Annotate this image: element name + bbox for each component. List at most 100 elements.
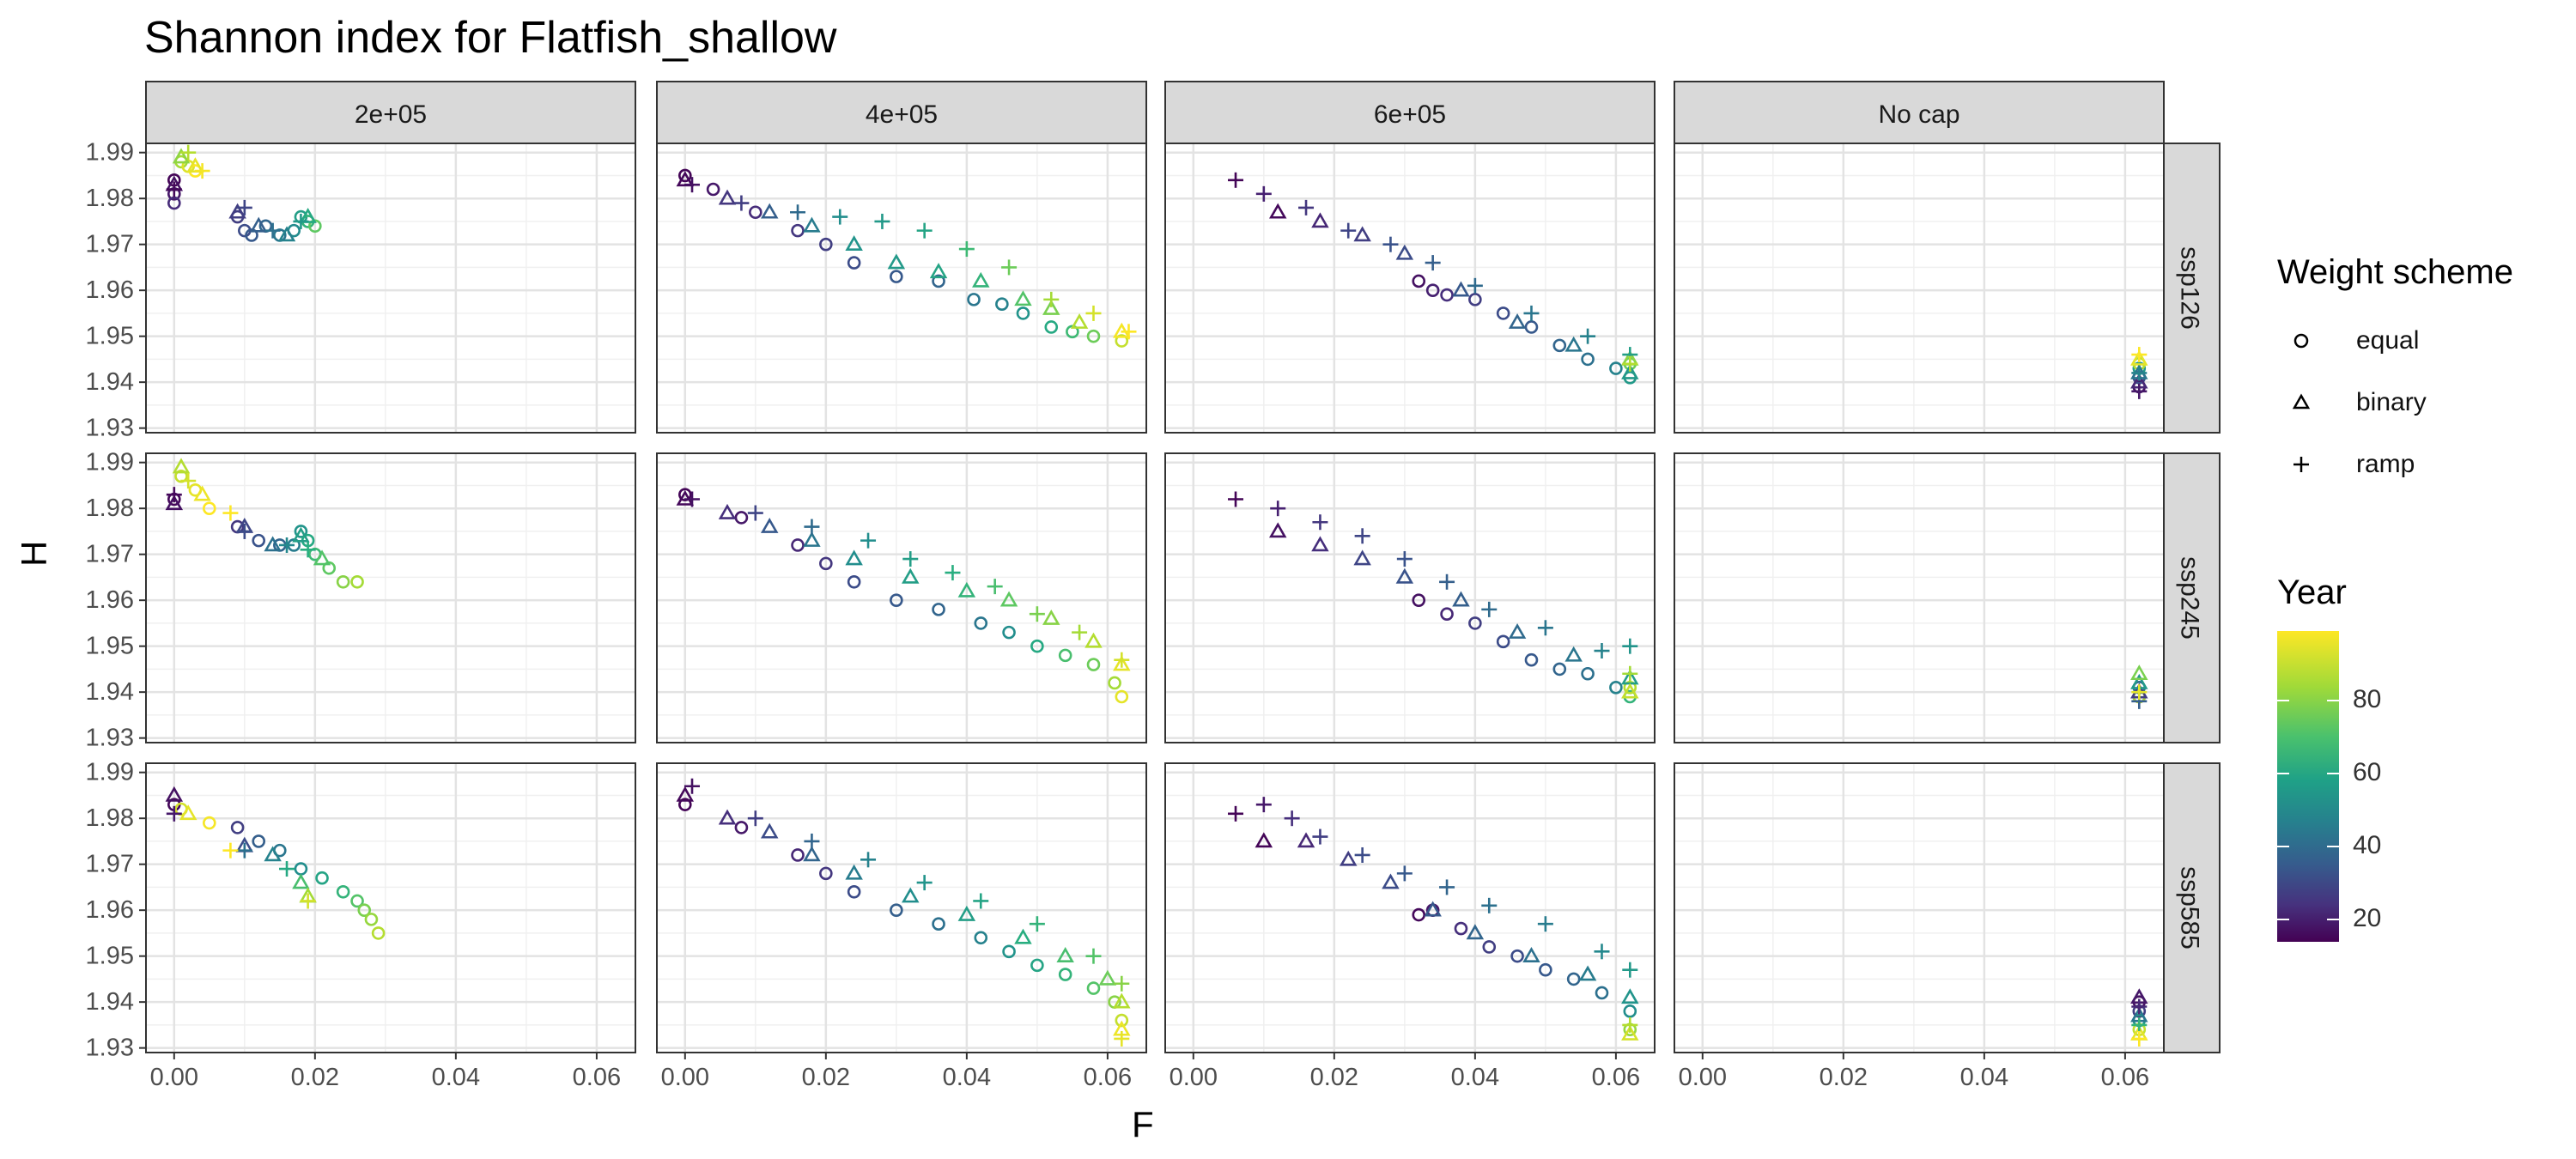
- data-point-equal: [336, 884, 350, 899]
- data-point-ramp: [804, 519, 820, 535]
- data-point-binary: [718, 809, 737, 825]
- data-point-binary: [165, 786, 184, 802]
- data-point-equal: [315, 871, 329, 885]
- data-point-ramp: [747, 810, 763, 827]
- panel-border: [1164, 143, 1656, 434]
- data-point-ramp: [874, 213, 890, 229]
- colorbar-tick-mark: [2277, 773, 2289, 775]
- data-point-equal: [1496, 634, 1510, 649]
- x-tick-label: 0.02: [802, 1064, 850, 1091]
- data-point-ramp: [1580, 328, 1596, 344]
- data-point-ramp: [236, 199, 252, 215]
- data-point-equal: [995, 297, 1009, 312]
- colorbar-tick-mark: [2327, 773, 2339, 775]
- y-tick-label: 1.98: [86, 185, 134, 212]
- y-tick-label: 1.98: [86, 804, 134, 832]
- x-tick-label: 0.04: [943, 1064, 991, 1091]
- panel-border: [1164, 452, 1656, 743]
- data-point-ramp: [1114, 652, 1130, 668]
- data-point-binary: [1452, 281, 1470, 297]
- data-point-equal: [1440, 607, 1454, 622]
- colorbar-tick-mark: [2277, 699, 2289, 701]
- data-point-equal: [1623, 1004, 1637, 1018]
- data-point-binary: [803, 531, 821, 547]
- data-point-binary: [228, 203, 246, 219]
- x-tick-label: 0.06: [1084, 1064, 1132, 1091]
- data-point-equal: [1524, 652, 1539, 667]
- colorbar-tick-label: 80: [2353, 684, 2382, 713]
- legend-item-equal: equal: [2356, 326, 2420, 355]
- x-tick-label: 0.06: [573, 1064, 621, 1091]
- panel-border: [145, 762, 636, 1053]
- data-point-equal: [847, 884, 861, 899]
- data-point-ramp: [1029, 606, 1045, 622]
- data-point-ramp: [1622, 1016, 1638, 1033]
- data-point-binary: [1621, 988, 1639, 1004]
- y-tick-label: 1.96: [86, 586, 134, 614]
- data-point-binary: [1311, 536, 1329, 552]
- panel-border: [656, 143, 1147, 434]
- data-point-ramp: [1425, 255, 1441, 271]
- data-point-ramp: [2131, 347, 2148, 363]
- data-point-equal: [734, 821, 749, 834]
- data-point-ramp: [1594, 643, 1610, 659]
- data-point-binary: [1268, 203, 1287, 219]
- panel-background: [1165, 453, 1655, 743]
- data-point-ramp: [1085, 948, 1102, 964]
- data-point-binary: [1042, 609, 1060, 625]
- panel-background: [657, 143, 1146, 433]
- panel-border: [145, 452, 636, 743]
- data-point-equal: [1016, 306, 1030, 320]
- data-point-equal: [967, 293, 981, 306]
- panel-background: [146, 763, 635, 1053]
- x-tick-label: 0.00: [1679, 1064, 1727, 1091]
- data-point-equal: [371, 926, 386, 940]
- data-point-ramp: [2131, 998, 2148, 1015]
- data-point-binary: [676, 786, 695, 802]
- data-point-ramp: [300, 893, 316, 909]
- data-point-ramp: [1072, 624, 1088, 640]
- shape-legend-keys: [2292, 333, 2311, 472]
- data-point-ramp: [1228, 805, 1244, 822]
- data-point-binary: [1353, 549, 1371, 566]
- data-point-ramp: [684, 491, 701, 507]
- data-point-binary: [957, 581, 976, 598]
- data-point-equal: [791, 848, 805, 862]
- data-point-binary: [1353, 226, 1371, 242]
- x-tick-label: 0.04: [1960, 1064, 2008, 1091]
- data-point-binary: [165, 495, 184, 511]
- y-tick-label: 1.97: [86, 231, 134, 258]
- facet-strip-label: No cap: [1878, 100, 1959, 129]
- y-tick-label: 1.96: [86, 896, 134, 924]
- data-point-binary: [760, 203, 779, 219]
- data-point-equal: [1086, 658, 1101, 671]
- panel-background: [1674, 763, 2164, 1053]
- y-axis-label: H: [14, 540, 54, 567]
- data-point-binary: [1508, 622, 1527, 639]
- x-tick-label: 0.00: [150, 1064, 198, 1091]
- data-point-ramp: [684, 778, 701, 794]
- x-tick-label: 0.02: [1310, 1064, 1358, 1091]
- data-point-equal: [974, 616, 988, 630]
- y-tick-label: 1.94: [86, 988, 134, 1016]
- data-point-ramp: [1481, 897, 1498, 913]
- data-point-binary: [264, 846, 282, 862]
- panel-background: [1165, 763, 1655, 1053]
- y-tick-label: 1.94: [86, 678, 134, 706]
- data-point-ramp: [279, 861, 295, 877]
- data-point-binary: [887, 253, 906, 270]
- data-point-ramp: [973, 893, 989, 909]
- x-tick-label: 0.00: [1170, 1064, 1218, 1091]
- data-point-binary: [902, 567, 920, 584]
- data-point-binary: [1466, 924, 1485, 940]
- data-point-binary: [2130, 349, 2148, 366]
- colorbar-tick-label: 60: [2353, 758, 2382, 787]
- data-point-ramp: [916, 222, 933, 239]
- data-point-equal: [791, 223, 805, 238]
- data-point-equal: [1496, 306, 1510, 320]
- y-tick-label: 1.93: [86, 725, 134, 752]
- data-point-equal: [1609, 361, 1623, 375]
- data-point-binary: [1113, 655, 1131, 671]
- data-point-equal: [357, 903, 372, 917]
- data-point-equal: [294, 525, 308, 538]
